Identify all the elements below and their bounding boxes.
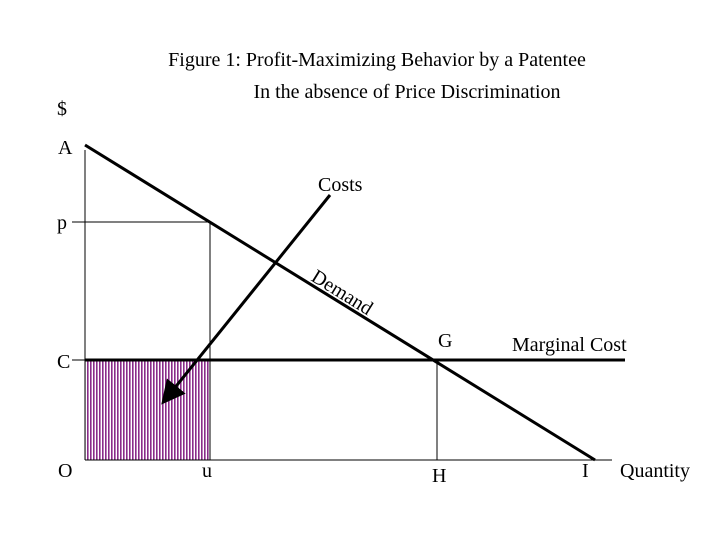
o-label: O	[58, 460, 72, 482]
a-label: A	[58, 137, 73, 159]
costs-arrow	[161, 194, 332, 405]
g-label: G	[438, 330, 452, 352]
demand-label: Demand	[307, 266, 376, 320]
c-label: C	[57, 351, 70, 373]
demand-line	[84, 143, 596, 462]
dollar-label: $	[57, 98, 67, 120]
costs-label: Costs	[318, 174, 363, 196]
quantity-label: Quantity	[620, 460, 690, 482]
title-line-1: Figure 1: Profit-Maximizing Behavior by …	[168, 49, 586, 71]
u-label: u	[202, 460, 212, 482]
title-line-2: In the absence of Price Discrimination	[253, 81, 560, 103]
p-label: p	[57, 212, 67, 234]
marginal-cost-label: Marginal Cost	[512, 334, 627, 356]
h-label: H	[432, 465, 446, 487]
i-label: I	[582, 460, 589, 482]
profit-area	[85, 360, 210, 460]
